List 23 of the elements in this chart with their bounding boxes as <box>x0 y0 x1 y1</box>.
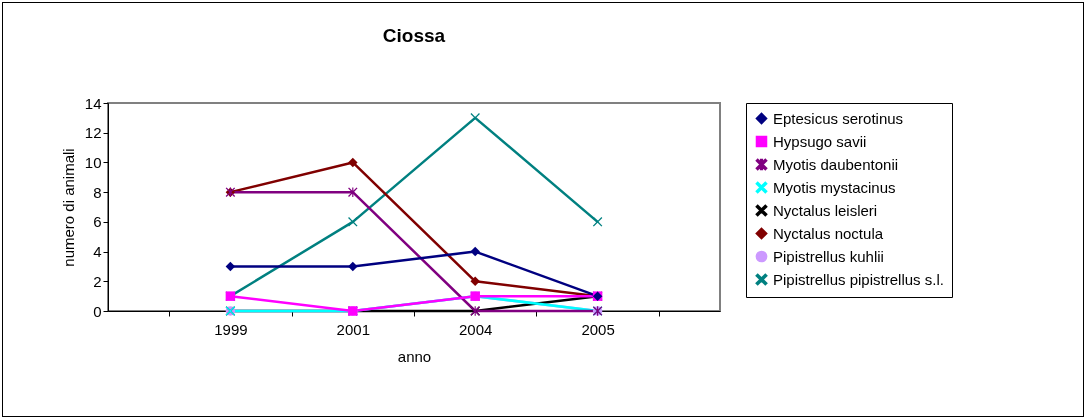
y-tick-label: 8 <box>93 183 102 201</box>
x-tick-label: 2005 <box>581 320 615 338</box>
legend-label: Nyctalus noctula <box>773 224 884 242</box>
legend-label: Pipistrellus pipistrellus s.l. <box>773 270 944 288</box>
legend-label: Nyctalus leisleri <box>773 201 878 219</box>
y-tick-label: 6 <box>93 213 102 231</box>
x-tick-label: 2001 <box>336 320 370 338</box>
y-tick-label: 12 <box>84 124 102 142</box>
y-tick-label: 4 <box>93 243 102 261</box>
y-tick-label: 2 <box>93 272 102 290</box>
y-tick-label: 0 <box>93 302 102 320</box>
chart-title: Ciossa <box>382 25 446 46</box>
legend-label: Myotis mystacinus <box>773 178 896 196</box>
legend-label: Hypsugo savii <box>773 132 867 150</box>
legend-label: Eptesicus serotinus <box>773 109 904 127</box>
legend-label: Pipistrellus kuhlii <box>773 247 884 265</box>
legend-label: Myotis daubentonii <box>773 155 899 173</box>
y-tick-label: 14 <box>84 94 102 112</box>
x-axis-title: anno <box>397 347 432 365</box>
y-axis-title: numero di animali <box>59 148 77 267</box>
y-tick-label: 10 <box>84 153 102 171</box>
x-tick-label: 2004 <box>459 320 493 338</box>
x-tick-label: 1999 <box>214 320 248 338</box>
